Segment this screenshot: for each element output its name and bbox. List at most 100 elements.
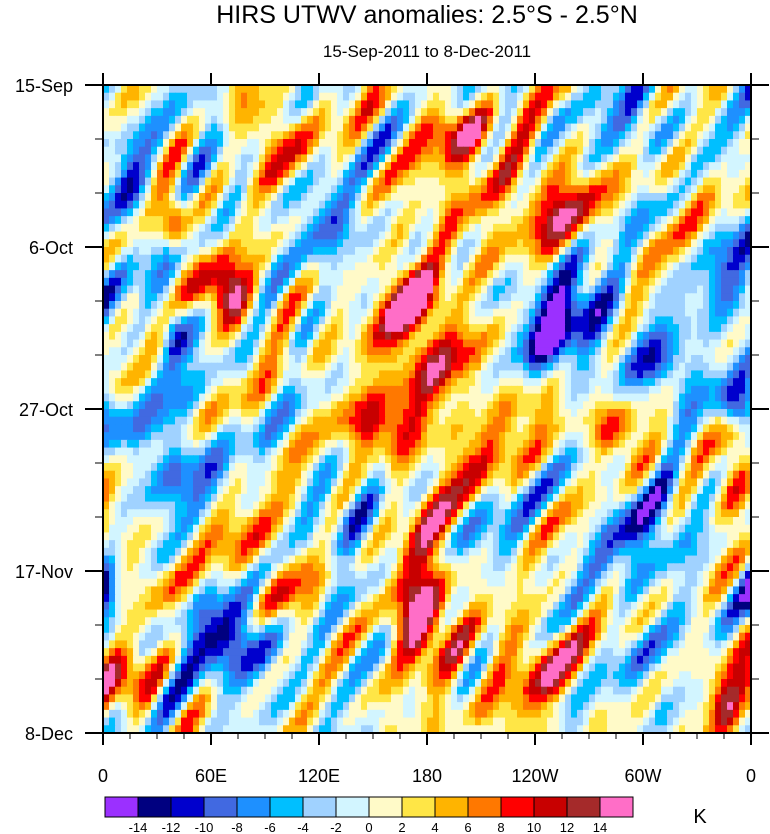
field-cell — [541, 154, 548, 163]
field-cell — [505, 432, 512, 441]
field-cell — [121, 231, 128, 240]
field-cell — [349, 239, 356, 248]
field-cell — [157, 416, 164, 426]
field-cell — [211, 308, 218, 318]
field-cell — [721, 401, 728, 410]
field-cell — [505, 146, 512, 156]
field-cell — [319, 432, 326, 441]
field-cell — [535, 247, 542, 256]
field-cell — [163, 432, 170, 441]
field-cell — [505, 347, 512, 356]
field-cell — [619, 85, 626, 94]
field-cell — [703, 285, 710, 294]
field-cell — [493, 85, 500, 94]
field-cell — [133, 316, 140, 325]
field-cell — [457, 270, 464, 279]
field-cell — [307, 154, 314, 163]
field-cell — [643, 339, 650, 348]
field-cell — [241, 254, 248, 264]
field-cell — [487, 231, 494, 240]
field-cell — [337, 409, 344, 418]
field-cell — [553, 185, 560, 194]
field-cell — [331, 370, 338, 379]
field-cell — [529, 162, 536, 171]
field-cell — [445, 200, 452, 210]
field-cell — [463, 293, 470, 302]
field-cell — [529, 432, 536, 441]
field-cell — [511, 146, 518, 156]
field-cell — [637, 223, 644, 233]
field-cell — [709, 231, 716, 240]
field-cell — [559, 331, 566, 341]
field-cell — [517, 223, 524, 233]
field-cell — [295, 169, 302, 179]
field-cell — [595, 254, 602, 264]
field-cell — [223, 208, 230, 217]
field-cell — [727, 277, 734, 287]
field-cell — [259, 262, 266, 271]
field-cell — [145, 254, 152, 264]
field-cell — [139, 131, 146, 140]
field-cell — [307, 216, 314, 225]
field-cell — [619, 308, 626, 318]
field-cell — [517, 139, 524, 148]
field-cell — [373, 347, 380, 356]
field-cell — [475, 146, 482, 156]
field-cell — [343, 239, 350, 248]
field-cell — [307, 177, 314, 186]
field-cell — [667, 347, 674, 356]
field-cell — [235, 301, 242, 310]
field-cell — [439, 115, 446, 125]
field-cell — [439, 247, 446, 256]
field-cell — [745, 100, 752, 109]
field-cell — [217, 115, 224, 125]
field-cell — [427, 146, 434, 156]
field-cell — [361, 370, 368, 379]
field-cell — [241, 432, 248, 441]
field-cell — [277, 239, 284, 248]
field-cell — [583, 355, 590, 364]
field-cell — [715, 416, 722, 426]
field-cell — [241, 362, 248, 372]
field-cell — [403, 146, 410, 156]
field-cell — [229, 378, 236, 387]
field-cell — [727, 385, 734, 395]
field-cell — [631, 169, 638, 179]
field-cell — [115, 200, 122, 210]
field-cell — [103, 347, 110, 356]
field-cell — [451, 162, 458, 171]
field-cell — [343, 85, 350, 94]
field-cell — [553, 277, 560, 287]
field-cell — [589, 378, 596, 387]
field-cell — [505, 316, 512, 325]
field-cell — [397, 262, 404, 271]
field-cell — [679, 162, 686, 171]
field-cell — [217, 193, 224, 202]
field-cell — [637, 154, 644, 163]
field-cell — [193, 293, 200, 302]
field-cell — [229, 100, 236, 109]
field-cell — [679, 146, 686, 156]
field-cell — [187, 139, 194, 148]
field-cell — [529, 393, 536, 402]
field-cell — [373, 231, 380, 240]
field-cell — [493, 231, 500, 240]
field-cell — [679, 401, 686, 410]
field-cell — [283, 324, 290, 333]
field-cell — [367, 131, 374, 140]
field-cell — [211, 131, 218, 140]
field-cell — [163, 270, 170, 279]
field-cell — [673, 347, 680, 356]
field-cell — [571, 254, 578, 264]
field-cell — [139, 401, 146, 410]
field-cell — [385, 409, 392, 418]
field-cell — [709, 262, 716, 271]
field-cell — [163, 231, 170, 240]
field-cell — [181, 331, 188, 341]
field-cell — [109, 115, 116, 125]
field-cell — [241, 139, 248, 148]
field-cell — [637, 308, 644, 318]
field-cell — [655, 347, 662, 356]
field-cell — [583, 416, 590, 426]
field-cell — [325, 277, 332, 287]
